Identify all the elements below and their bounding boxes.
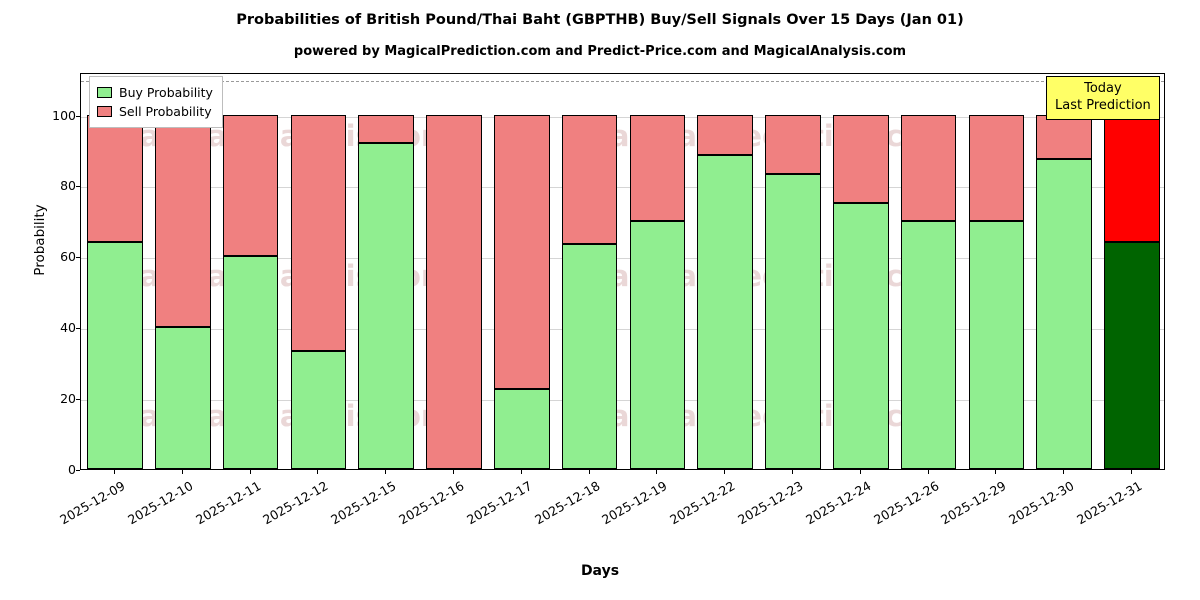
gridline (81, 258, 1164, 260)
gridline (81, 329, 1164, 331)
bar-group (629, 74, 686, 469)
gridline (81, 116, 1164, 118)
y-axis-tick-label: 20 (60, 391, 76, 407)
legend-swatch-buy (97, 87, 112, 98)
bar-segment-sell (561, 114, 618, 244)
legend-item-buy: Buy Probability (97, 83, 213, 102)
x-axis-tick-mark (1063, 470, 1065, 474)
bar-group (1104, 74, 1160, 469)
bar-group (833, 74, 889, 469)
bar-segment-sell (697, 114, 753, 155)
bar-segment-buy (358, 142, 414, 469)
bar-segment-buy (697, 154, 753, 469)
x-axis-tick-mark (113, 470, 115, 474)
x-axis-tick-mark (452, 470, 454, 474)
bar-segment-buy (222, 256, 279, 469)
bar-group (561, 74, 618, 469)
x-axis-tick-mark (181, 470, 183, 474)
reference-line (81, 81, 1164, 83)
bar-group (358, 74, 414, 469)
bar-segment-sell (426, 114, 482, 469)
chart-title: Probabilities of British Pound/Thai Baht… (236, 12, 964, 28)
bar-segment-buy (154, 327, 211, 469)
legend-swatch-sell (97, 106, 112, 117)
bar-segment-buy (1104, 242, 1160, 469)
bar-group (290, 74, 347, 469)
bar-group (697, 74, 753, 469)
bar-group (426, 74, 482, 469)
x-axis-tick-mark (588, 470, 590, 474)
chart-subtitle: powered by MagicalPrediction.com and Pre… (293, 44, 907, 59)
x-axis-tick-mark (927, 470, 929, 474)
x-axis-label: Days (580, 563, 620, 579)
y-axis-tick-mark (76, 328, 80, 330)
bar-segment-sell (87, 114, 143, 243)
bar-group (968, 74, 1025, 469)
bar-segment-sell (1104, 114, 1160, 243)
bar-segment-buy (765, 173, 821, 469)
bar-segment-buy (561, 243, 618, 469)
y-axis-tick-label: 60 (60, 249, 76, 265)
gridline (81, 187, 1164, 189)
bar-group (493, 74, 550, 469)
bar-group (900, 74, 957, 469)
x-axis-tick-mark (859, 470, 861, 474)
bar-segment-buy (833, 203, 889, 469)
legend-label-sell: Sell Probability (119, 104, 212, 119)
bar-group (87, 74, 143, 469)
x-axis-tick-mark (317, 470, 319, 474)
x-axis-tick-mark (792, 470, 794, 474)
plot-area: MagicalAnalysis.comMagicalPrediction.com… (80, 73, 1165, 470)
bar-segment-buy (900, 220, 957, 469)
y-axis-tick-mark (76, 257, 80, 259)
bar-segment-buy (493, 389, 550, 469)
bar-segment-sell (900, 114, 957, 221)
bar-segment-sell (629, 114, 686, 221)
bar-group (154, 74, 211, 469)
bar-segment-sell (833, 114, 889, 204)
bar-segment-sell (765, 114, 821, 174)
bar-segment-sell (493, 114, 550, 390)
today-annotation: Today Last Prediction (1046, 76, 1160, 120)
x-axis-tick-mark (385, 470, 387, 474)
x-axis-tick-mark (1131, 470, 1133, 474)
bar-segment-sell (1036, 114, 1093, 159)
today-annotation-line1: Today (1084, 81, 1122, 96)
bar-segment-buy (1036, 158, 1093, 469)
x-axis-tick-mark (249, 470, 251, 474)
y-axis-tick-mark (76, 399, 80, 401)
bar-segment-sell (290, 114, 347, 351)
bar-segment-buy (290, 350, 347, 469)
y-axis-tick-mark (76, 115, 80, 117)
today-annotation-line2: Last Prediction (1055, 98, 1151, 113)
legend-label-buy: Buy Probability (119, 85, 213, 100)
bar-segment-sell (222, 114, 279, 257)
y-axis-tick-label: 40 (60, 320, 76, 336)
x-axis-tick-mark (656, 470, 658, 474)
gridline (81, 400, 1164, 402)
bar-group (1036, 74, 1093, 469)
y-axis-tick-label: 100 (52, 107, 76, 123)
y-axis-tick-label: 0 (68, 462, 76, 477)
bar-group (222, 74, 279, 469)
bar-group (765, 74, 821, 469)
y-axis-tick-label: 80 (60, 178, 76, 194)
x-axis-tick-mark (520, 470, 522, 474)
bar-segment-buy (87, 242, 143, 469)
y-axis-tick-mark (76, 470, 80, 471)
bar-segment-sell (358, 114, 414, 143)
bar-segment-buy (629, 220, 686, 469)
bar-segment-sell (154, 114, 211, 328)
legend-item-sell: Sell Probability (97, 102, 213, 121)
x-axis-tick-mark (724, 470, 726, 474)
y-axis-label: Probability (32, 204, 48, 276)
bar-segment-buy (968, 220, 1025, 469)
legend: Buy Probability Sell Probability (89, 76, 223, 128)
bar-segment-sell (968, 114, 1025, 221)
y-axis-tick-mark (76, 186, 80, 188)
x-axis-tick-mark (995, 470, 997, 474)
